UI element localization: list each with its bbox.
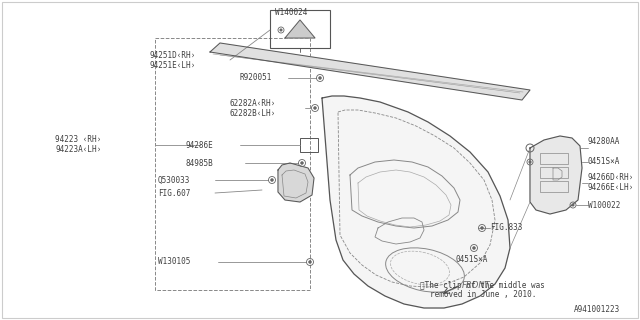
Text: A941001223: A941001223 (573, 306, 620, 315)
Text: 62282B‹LH›: 62282B‹LH› (230, 108, 276, 117)
Circle shape (472, 247, 476, 249)
Text: 94266D‹RH›: 94266D‹RH› (588, 173, 634, 182)
Circle shape (572, 204, 574, 206)
Text: FIG.607: FIG.607 (158, 188, 190, 197)
Bar (540, 167, 568, 178)
Polygon shape (285, 20, 315, 38)
Text: 62282A‹RH›: 62282A‹RH› (230, 99, 276, 108)
Text: 94286E: 94286E (185, 140, 212, 149)
Text: 94251E‹LH›: 94251E‹LH› (150, 60, 196, 69)
Text: ※The clip of the middle was: ※The clip of the middle was (420, 281, 545, 290)
Text: 94251D‹RH›: 94251D‹RH› (150, 51, 196, 60)
Circle shape (308, 260, 312, 263)
Bar (540, 153, 568, 164)
Polygon shape (278, 163, 314, 202)
Text: Q530033: Q530033 (158, 175, 190, 185)
Text: 0451S×A: 0451S×A (588, 157, 620, 166)
Circle shape (271, 179, 273, 181)
Polygon shape (322, 96, 510, 308)
Text: R920051: R920051 (240, 74, 273, 83)
Text: 94280AA: 94280AA (588, 138, 620, 147)
Circle shape (280, 29, 282, 31)
Text: FRONT: FRONT (462, 281, 491, 290)
Circle shape (481, 227, 483, 229)
Text: FIG.833: FIG.833 (490, 223, 522, 233)
Text: W130105: W130105 (158, 258, 190, 267)
Bar (540, 181, 568, 192)
Bar (270, 10, 330, 48)
Text: W140024: W140024 (275, 8, 307, 17)
Text: 94223 ‹RH›: 94223 ‹RH› (55, 135, 101, 145)
Circle shape (529, 161, 531, 163)
Circle shape (319, 76, 321, 79)
Text: removed in June , 2010.: removed in June , 2010. (430, 291, 536, 300)
Circle shape (301, 162, 303, 164)
Text: 84985B: 84985B (185, 158, 212, 167)
Text: W100022: W100022 (588, 201, 620, 210)
Polygon shape (530, 136, 582, 214)
Text: 94266E‹LH›: 94266E‹LH› (588, 183, 634, 193)
Text: 0451S×A: 0451S×A (455, 255, 488, 265)
Polygon shape (210, 43, 530, 100)
Text: 94223A‹LH›: 94223A‹LH› (55, 146, 101, 155)
Bar (155, 38, 310, 290)
Bar (300, 138, 318, 152)
Circle shape (314, 107, 316, 109)
